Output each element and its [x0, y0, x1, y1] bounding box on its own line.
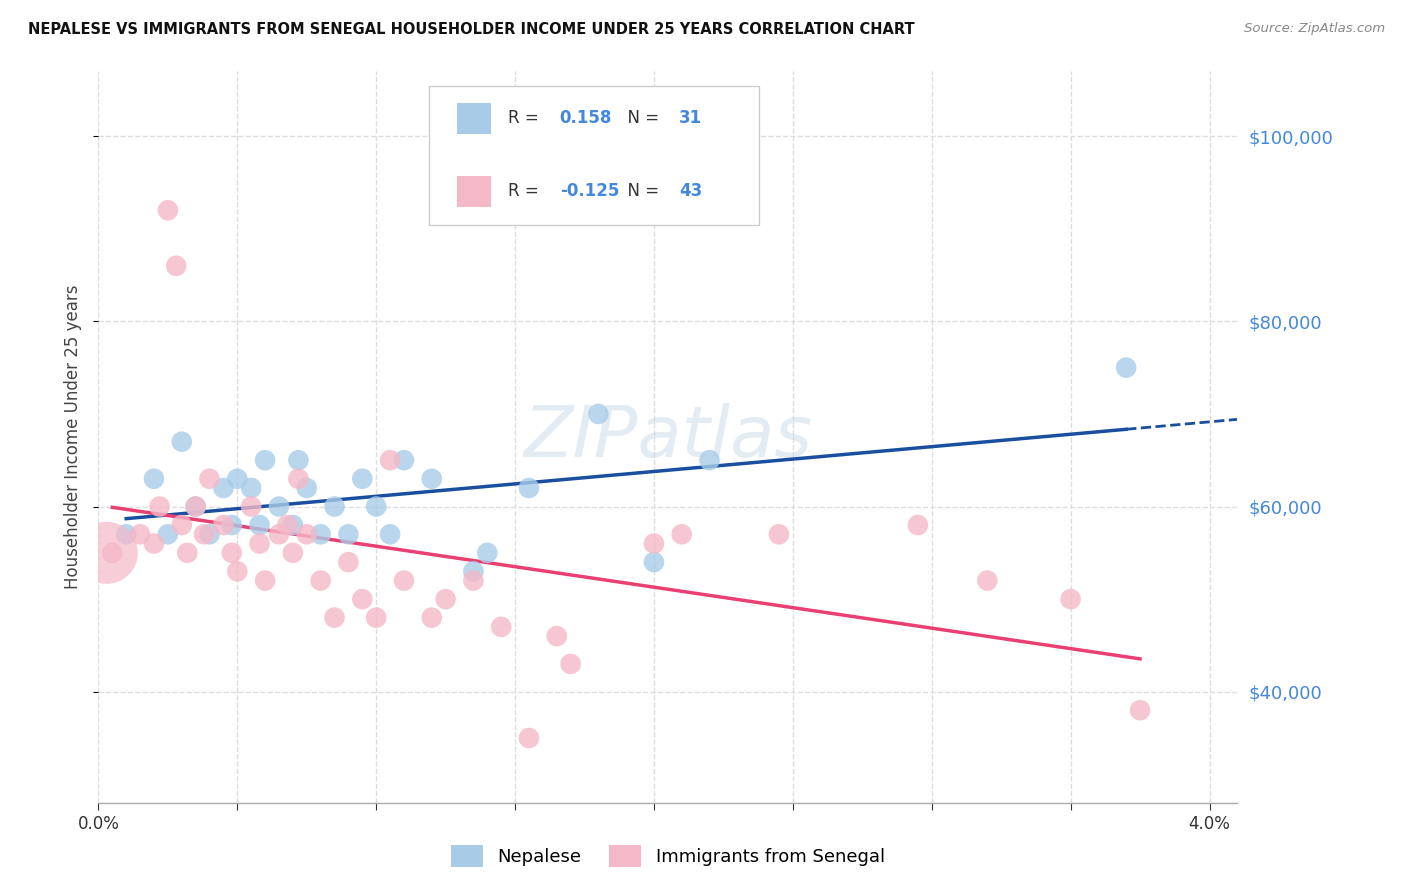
Point [198, 472, 221, 486]
Point [976, 574, 998, 588]
Point [267, 500, 290, 514]
Point [463, 565, 485, 579]
Point [156, 203, 179, 218]
Point [240, 481, 263, 495]
Point [337, 555, 360, 569]
Point [240, 500, 263, 514]
Point [212, 518, 235, 533]
Point [699, 453, 721, 467]
Text: NEPALESE VS IMMIGRANTS FROM SENEGAL HOUSEHOLDER INCOME UNDER 25 YEARS CORRELATIO: NEPALESE VS IMMIGRANTS FROM SENEGAL HOUS… [28, 22, 915, 37]
Point [366, 610, 388, 624]
Point [907, 518, 929, 533]
Point [170, 434, 193, 449]
Point [1129, 703, 1152, 717]
Point [546, 629, 568, 643]
Point [420, 472, 443, 486]
Point [309, 527, 332, 541]
Point [295, 481, 318, 495]
Point [295, 527, 318, 541]
Point [352, 592, 374, 607]
Point [352, 472, 374, 486]
Point [176, 546, 198, 560]
Point [115, 527, 138, 541]
Legend: Nepalese, Immigrants from Senegal: Nepalese, Immigrants from Senegal [451, 845, 884, 867]
Point [170, 518, 193, 533]
Point [309, 574, 332, 588]
Point [249, 536, 271, 550]
Point [148, 500, 170, 514]
Text: R =: R = [509, 109, 544, 128]
Point [281, 546, 304, 560]
Point [392, 453, 415, 467]
Point [287, 472, 309, 486]
FancyBboxPatch shape [457, 103, 491, 134]
Point [378, 527, 401, 541]
Text: ZIPatlas: ZIPatlas [523, 402, 813, 472]
Point [212, 481, 235, 495]
Point [254, 574, 277, 588]
Point [517, 481, 540, 495]
Point [477, 546, 499, 560]
Point [337, 527, 360, 541]
Point [221, 518, 243, 533]
Text: 0.158: 0.158 [560, 109, 612, 128]
Text: 43: 43 [679, 182, 703, 201]
Point [101, 546, 124, 560]
Point [643, 536, 665, 550]
Text: N =: N = [617, 182, 664, 201]
Point [221, 546, 243, 560]
Point [1115, 360, 1137, 375]
Point [420, 610, 443, 624]
Text: N =: N = [617, 109, 664, 128]
Point [249, 518, 271, 533]
Text: R =: R = [509, 182, 544, 201]
Point [143, 472, 166, 486]
Text: 31: 31 [679, 109, 703, 128]
Point [226, 565, 249, 579]
Point [156, 527, 179, 541]
Point [463, 574, 485, 588]
Point [392, 574, 415, 588]
Point [366, 500, 388, 514]
Point [254, 453, 277, 467]
Point [323, 610, 346, 624]
Point [671, 527, 693, 541]
Point [768, 527, 790, 541]
Point [129, 527, 152, 541]
Point [287, 453, 309, 467]
Point [198, 527, 221, 541]
FancyBboxPatch shape [429, 86, 759, 225]
Point [643, 555, 665, 569]
Point [276, 518, 298, 533]
Point [434, 592, 457, 607]
Point [226, 472, 249, 486]
Point [165, 259, 187, 273]
Y-axis label: Householder Income Under 25 years: Householder Income Under 25 years [65, 285, 83, 590]
Point [184, 500, 207, 514]
Point [143, 536, 166, 550]
Point [489, 620, 512, 634]
Point [517, 731, 540, 745]
Text: -0.125: -0.125 [560, 182, 619, 201]
Point [96, 546, 118, 560]
Point [281, 518, 304, 533]
Point [560, 657, 582, 671]
Point [267, 527, 290, 541]
Point [323, 500, 346, 514]
Point [378, 453, 401, 467]
FancyBboxPatch shape [457, 176, 491, 207]
Point [588, 407, 610, 421]
Point [1059, 592, 1081, 607]
Point [193, 527, 215, 541]
Point [184, 500, 207, 514]
Text: Source: ZipAtlas.com: Source: ZipAtlas.com [1244, 22, 1385, 36]
